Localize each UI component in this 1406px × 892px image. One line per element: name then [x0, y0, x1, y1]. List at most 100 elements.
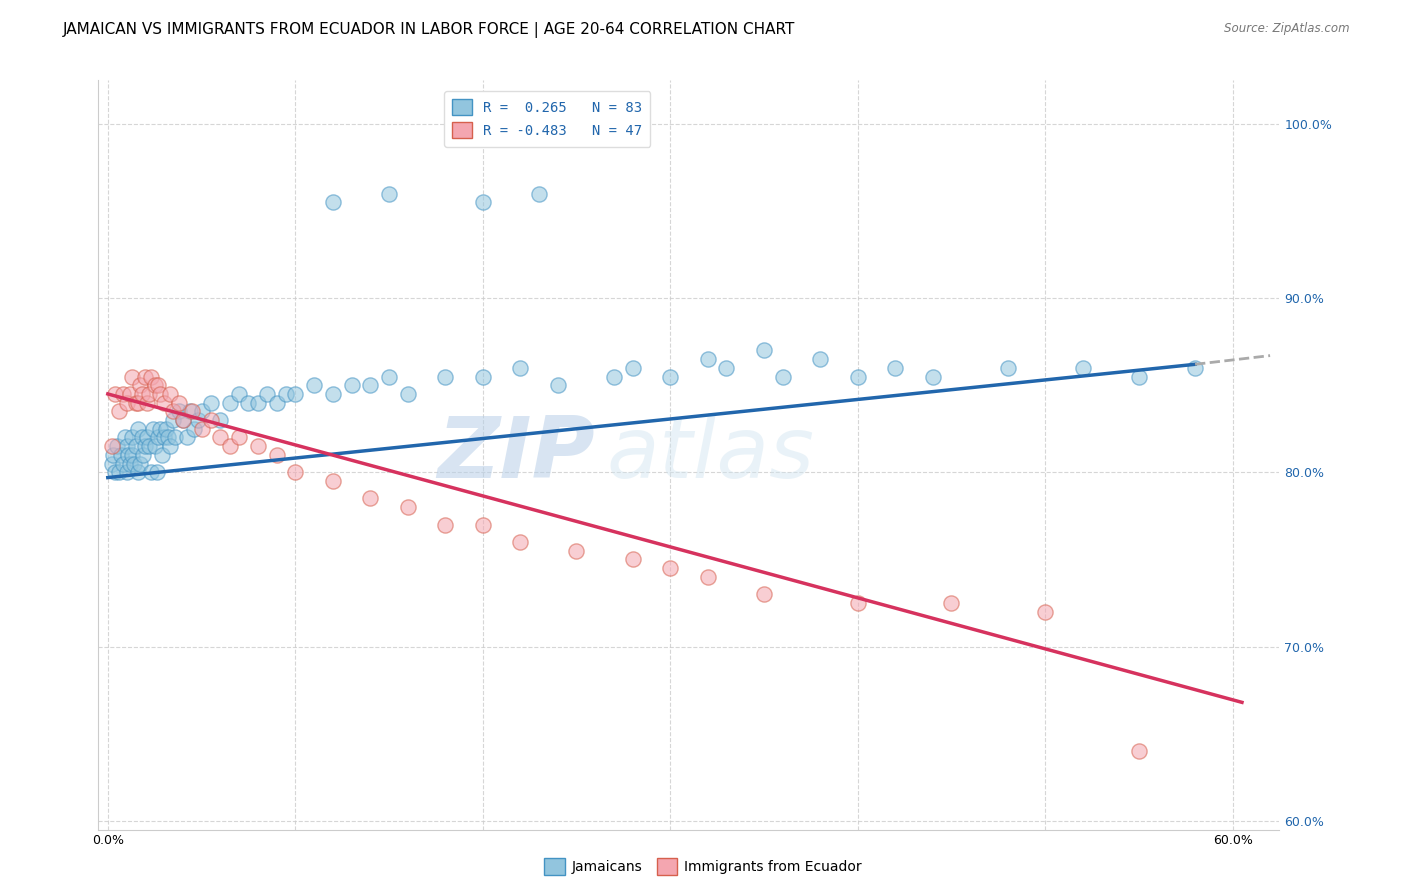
Point [136, 430, 159, 444]
Point [167, 395, 190, 409]
Legend: R =  0.265   N = 83, R = -0.483   N = 47: R = 0.265 N = 83, R = -0.483 N = 47 [444, 91, 651, 146]
Point [246, 395, 269, 409]
Point [997, 360, 1019, 375]
Point [115, 466, 138, 480]
Point [471, 517, 494, 532]
Point [752, 587, 775, 601]
Point [142, 422, 165, 436]
Point [547, 378, 569, 392]
Point [153, 395, 176, 409]
Point [131, 430, 153, 444]
Point [128, 457, 150, 471]
Point [149, 387, 172, 401]
Point [752, 343, 775, 358]
Point [114, 430, 136, 444]
Point [159, 387, 181, 401]
Point [179, 404, 201, 418]
Point [167, 404, 190, 418]
Point [603, 369, 626, 384]
Point [322, 387, 344, 401]
Point [1128, 744, 1150, 758]
Point [565, 543, 588, 558]
Point [200, 413, 222, 427]
Point [659, 369, 682, 384]
Point [183, 422, 205, 436]
Point [434, 369, 457, 384]
Point [340, 378, 363, 392]
Point [256, 387, 278, 401]
Point [131, 387, 153, 401]
Point [134, 369, 156, 384]
Text: atlas: atlas [606, 413, 814, 497]
Legend: Jamaicans, Immigrants from Ecuador: Jamaicans, Immigrants from Ecuador [538, 853, 868, 880]
Point [471, 369, 494, 384]
Point [509, 535, 531, 549]
Point [138, 439, 160, 453]
Point [104, 387, 127, 401]
Point [122, 457, 145, 471]
Point [111, 457, 134, 471]
Point [121, 448, 143, 462]
Point [181, 404, 204, 418]
Point [103, 448, 125, 462]
Point [284, 387, 307, 401]
Point [238, 395, 260, 409]
Point [808, 352, 831, 367]
Point [266, 448, 288, 462]
Point [509, 360, 531, 375]
Point [274, 387, 297, 401]
Point [136, 395, 159, 409]
Point [156, 430, 179, 444]
Point [159, 439, 181, 453]
Point [846, 596, 869, 610]
Point [172, 413, 194, 427]
Point [100, 457, 122, 471]
Point [115, 395, 138, 409]
Point [621, 360, 644, 375]
Point [121, 369, 143, 384]
Point [143, 378, 166, 392]
Point [1071, 360, 1094, 375]
Point [125, 395, 148, 409]
Point [148, 378, 170, 392]
Point [110, 448, 132, 462]
Point [127, 466, 149, 480]
Point [846, 369, 869, 384]
Point [148, 430, 170, 444]
Point [108, 466, 131, 480]
Point [1033, 605, 1056, 619]
Point [150, 448, 173, 462]
Point [322, 474, 344, 488]
Point [125, 439, 148, 453]
Point [155, 422, 177, 436]
Point [228, 387, 250, 401]
Point [396, 500, 419, 515]
Point [190, 422, 212, 436]
Point [117, 448, 139, 462]
Point [187, 413, 209, 427]
Point [121, 430, 143, 444]
Text: JAMAICAN VS IMMIGRANTS FROM ECUADOR IN LABOR FORCE | AGE 20-64 CORRELATION CHART: JAMAICAN VS IMMIGRANTS FROM ECUADOR IN L… [63, 22, 796, 38]
Text: ZIP: ZIP [437, 413, 595, 497]
Point [359, 378, 381, 392]
Point [115, 439, 138, 453]
Point [884, 360, 907, 375]
Point [143, 439, 166, 453]
Text: Source: ZipAtlas.com: Source: ZipAtlas.com [1225, 22, 1350, 36]
Point [162, 413, 184, 427]
Point [284, 466, 307, 480]
Point [111, 387, 134, 401]
Point [100, 439, 122, 453]
Point [153, 430, 176, 444]
Point [716, 360, 738, 375]
Point [139, 466, 162, 480]
Point [162, 404, 184, 418]
Point [138, 387, 160, 401]
Point [1128, 369, 1150, 384]
Point [471, 195, 494, 210]
Point [228, 430, 250, 444]
Point [108, 404, 131, 418]
Point [149, 422, 172, 436]
Point [396, 387, 419, 401]
Point [266, 395, 288, 409]
